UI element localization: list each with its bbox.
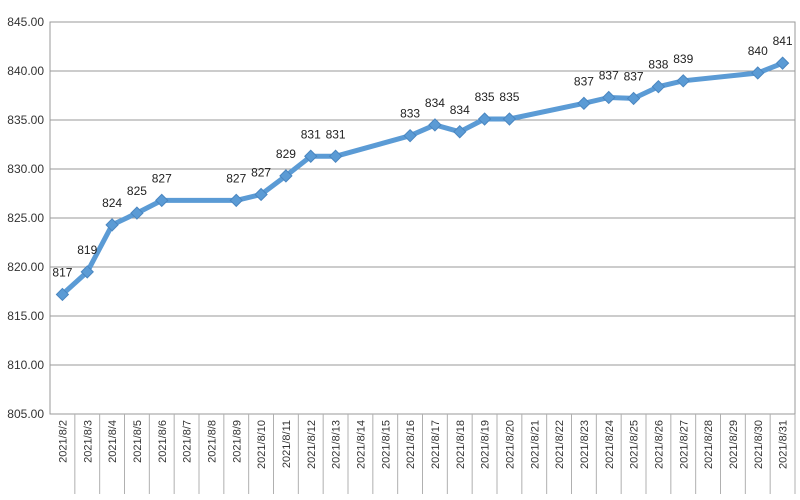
data-point-marker [155,193,169,208]
x-tick-label: 2021/8/11 [281,420,293,468]
data-label: 833 [400,107,420,121]
x-tick-label: 2021/8/28 [703,420,715,469]
data-point-marker [328,149,343,163]
x-axis-ticks: 2021/8/2 2021/8/3 2021/8/4 2021/8/5 2021/8/6… [57,414,796,494]
data-point-marker [751,66,765,80]
x-tick-label: 2021/8/5 [132,420,144,463]
x-tick-label: 2021/8/20 [504,420,516,469]
data-label: 838 [648,58,668,72]
data-point-marker [403,128,417,143]
y-tick-label: 815.00 [7,309,44,323]
x-tick-label: 2021/8/14 [355,420,367,469]
x-tick-label: 2021/8/21 [529,420,541,469]
y-tick-label: 805.00 [7,407,44,421]
data-point-marker [229,193,243,208]
y-tick-label: 820.00 [7,260,44,274]
data-label: 827 [226,171,246,185]
data-label: 831 [326,127,346,141]
x-tick-label: 2021/8/6 [157,420,169,463]
y-tick-label: 840.00 [7,64,44,78]
x-tick-label: 2021/8/27 [678,420,690,469]
data-point-marker [279,169,293,183]
data-label: 837 [574,74,594,88]
x-tick-label: 2021/8/3 [82,420,94,463]
data-labels-group: 817 819 824 825 827 827 827 829 831 831 833 834 834 8… [52,34,793,279]
x-tick-label: 2021/8/25 [629,420,641,469]
gridlines [50,70,795,366]
data-label: 834 [450,103,470,117]
data-label: 817 [52,265,72,279]
data-point-marker [577,96,591,111]
x-tick-label: 2021/8/10 [256,420,268,469]
data-point-marker [676,74,690,88]
y-tick-label: 830.00 [7,162,44,176]
data-label: 841 [773,34,793,48]
data-label: 835 [499,90,519,104]
x-tick-label: 2021/8/9 [231,420,243,463]
data-point-marker [304,149,318,163]
data-point-marker [651,79,666,94]
x-tick-label: 2021/8/15 [380,420,392,469]
x-tick-label: 2021/8/12 [306,420,318,469]
x-tick-label: 2021/8/23 [579,420,591,469]
x-tick-label: 2021/8/8 [206,420,218,463]
data-label: 835 [475,90,495,104]
data-point-marker [602,90,616,105]
y-tick-label: 835.00 [7,113,44,127]
x-tick-label: 2021/8/17 [430,420,442,469]
x-tick-label: 2021/8/29 [728,420,740,469]
data-label: 839 [673,52,693,66]
x-tick-label: 2021/8/7 [182,420,194,463]
data-label: 837 [624,69,644,83]
data-label: 827 [152,171,172,185]
data-point-marker [453,125,467,139]
data-point-marker [428,118,442,132]
data-point-marker [477,112,492,126]
series-group [55,56,790,302]
data-label: 834 [425,96,445,110]
data-point-marker [105,218,119,232]
x-tick-label: 2021/8/13 [331,420,343,469]
data-point-marker [130,206,144,220]
data-label: 827 [251,165,271,179]
data-point-marker [775,56,790,70]
x-tick-label: 2021/8/24 [604,420,616,469]
data-point-marker [55,287,70,302]
data-label: 829 [276,147,296,161]
x-tick-label: 2021/8/2 [57,420,69,463]
x-tick-label: 2021/8/19 [480,420,492,469]
data-label: 819 [77,243,97,257]
x-tick-label: 2021/8/22 [554,420,566,469]
x-tick-label: 2021/8/26 [653,420,665,469]
series-line [59,60,786,297]
data-point-marker [80,265,94,279]
data-label: 825 [127,184,147,198]
data-point-marker [626,91,641,106]
x-tick-label: 2021/8/30 [753,420,765,469]
data-label: 831 [301,127,321,141]
x-tick-label: 2021/8/16 [405,420,417,469]
y-tick-label: 810.00 [7,358,44,372]
x-tick-label: 2021/8/4 [107,420,119,463]
data-label: 824 [102,196,122,210]
x-tick-label: 2021/8/18 [455,420,467,469]
y-tick-label: 845.00 [7,15,44,29]
x-tick-label: 2021/8/31 [778,420,790,469]
y-axis-ticks: 805.00 810.00 815.00 820.00 825.00 830.00 835.… [7,15,44,421]
data-point-marker [254,187,268,202]
data-label: 837 [599,68,619,82]
data-label: 840 [748,44,768,58]
data-point-marker [502,112,517,126]
y-tick-label: 825.00 [7,211,44,225]
